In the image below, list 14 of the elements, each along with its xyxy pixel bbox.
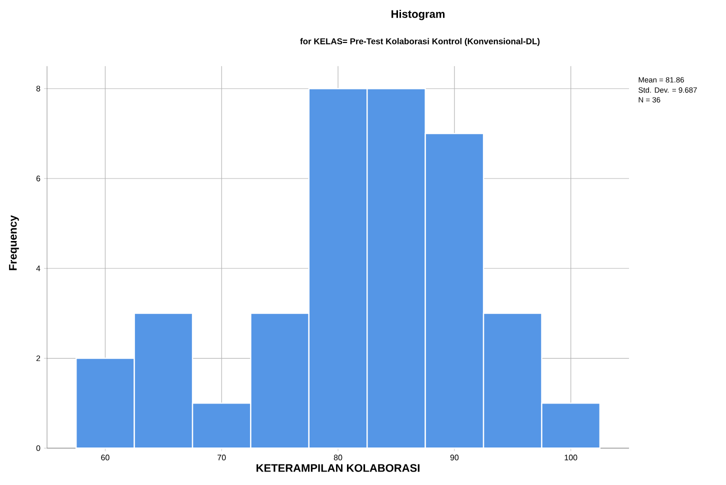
x-axis-title: KETERAMPILAN KOLABORASI [256,464,420,472]
y-tick-label: 8 [36,86,40,92]
chart-title: Histogram [392,10,445,20]
y-axis-title: Frequency [9,215,19,270]
y-tick-label: 6 [36,176,40,182]
y-tick-label: 4 [36,266,40,272]
y-tick-label: 0 [36,445,40,451]
x-tick-label: 70 [218,454,226,460]
x-tick-label: 60 [101,454,110,460]
y-tick-label: 2 [36,355,40,362]
x-tick-label: 100 [564,454,578,460]
x-tick-label: 80 [334,454,342,460]
x-tick-label: 90 [450,454,459,460]
chart-subtitle: for KELAS= Pre-Test Kolaborasi Kontrol (Konvensional-DL) [300,38,540,46]
